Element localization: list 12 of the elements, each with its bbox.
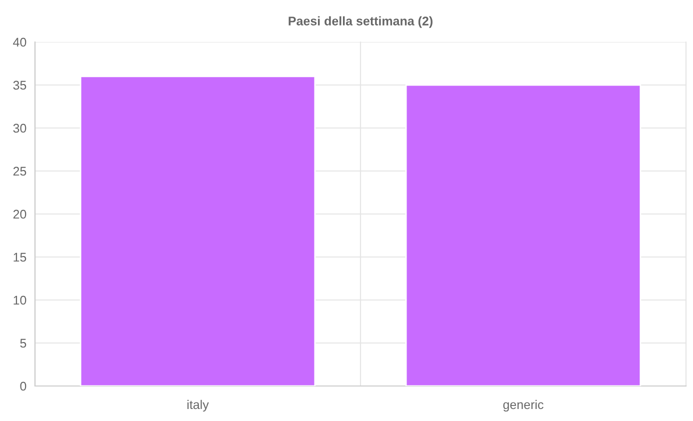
y-tick-label: 5 xyxy=(20,338,26,348)
y-tick-label: 25 xyxy=(13,166,26,176)
x-tick-label: italy xyxy=(187,400,209,412)
chart-title: Paesi della settimana (2) xyxy=(288,16,432,28)
x-tick-label: generic xyxy=(503,400,544,412)
y-tick-label: 20 xyxy=(13,210,26,219)
y-tick-label: 30 xyxy=(13,124,26,133)
y-tick-label: 35 xyxy=(13,80,26,90)
y-tick-label: 15 xyxy=(14,252,26,262)
y-tick-label: 10 xyxy=(14,296,26,305)
y-tick-label: 40 xyxy=(13,38,26,47)
y-tick-label: 0 xyxy=(20,382,26,391)
